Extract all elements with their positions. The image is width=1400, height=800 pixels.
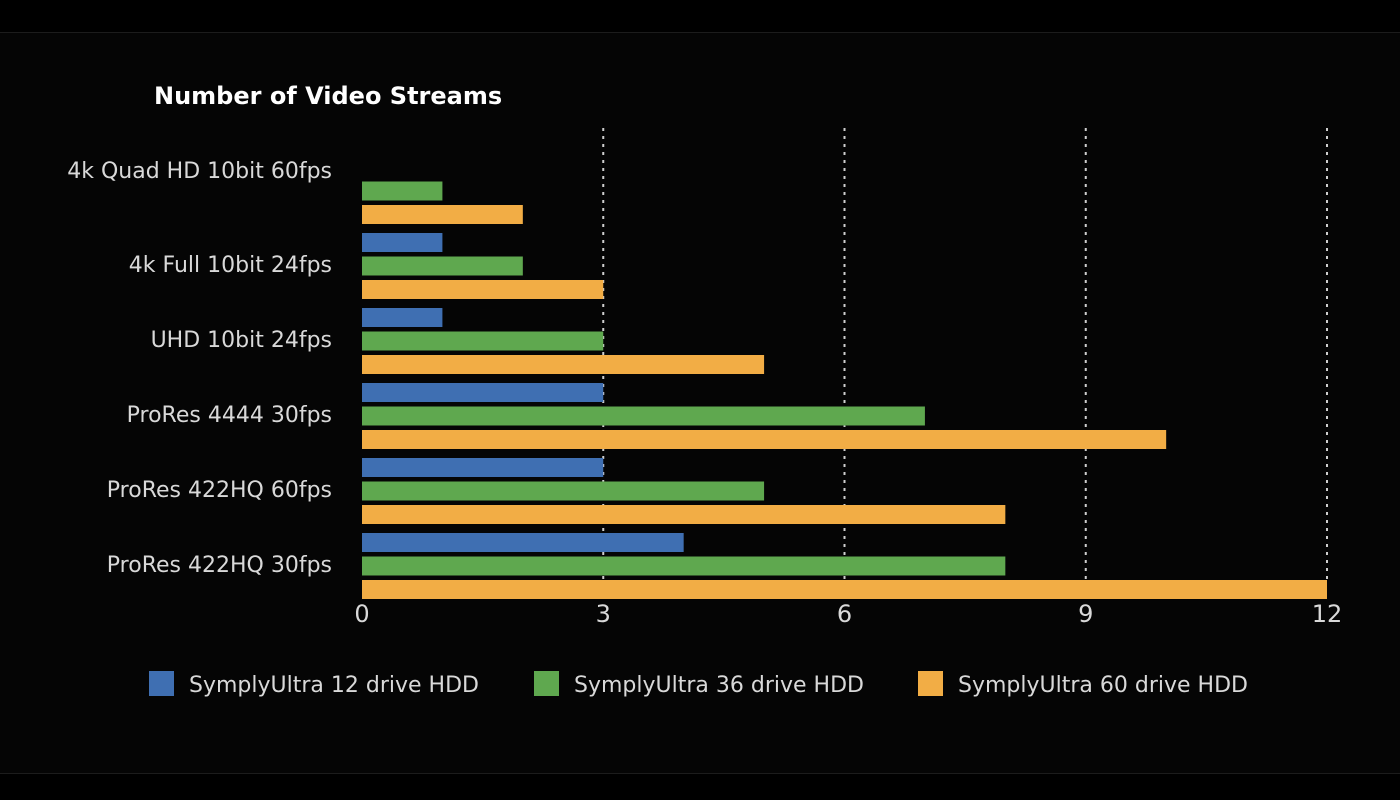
bar-1-cat-4 <box>362 383 604 402</box>
chart-panel <box>0 32 1400 774</box>
legend-swatch-2 <box>534 671 559 696</box>
legend-label-3: SymplyUltra 60 drive HDD <box>958 673 1248 698</box>
bar-2-cat-6 <box>362 556 1006 576</box>
bar-3-cat-6 <box>362 580 1327 599</box>
bar-2-cat-4 <box>362 406 925 426</box>
x-tick-label: 9 <box>1078 600 1093 628</box>
bar-3-cat-2 <box>362 280 604 299</box>
bar-2-cat-1 <box>362 181 443 201</box>
x-tick-label: 3 <box>596 600 611 628</box>
x-tick-label: 6 <box>837 600 852 628</box>
bar-3-cat-3 <box>362 355 765 374</box>
category-labels: 4k Quad HD 10bit 60fps 4k Full 10bit 24fp… <box>67 159 332 578</box>
category-label: ProRes 422HQ 60fps <box>107 478 332 503</box>
bar-3-cat-5 <box>362 505 1006 524</box>
bar-1-cat-3 <box>362 308 443 327</box>
legend-swatch-1 <box>149 671 174 696</box>
legend: SymplyUltra 12 drive HDD SymplyUltra 36 d… <box>149 671 1248 698</box>
category-label: 4k Full 10bit 24fps <box>129 253 332 278</box>
bar-3-cat-1 <box>362 205 523 224</box>
bar-1-cat-6 <box>362 533 684 552</box>
bar-2-cat-5 <box>362 481 765 501</box>
bar-1-cat-5 <box>362 458 604 477</box>
x-tick-label: 0 <box>354 600 369 628</box>
legend-swatch-3 <box>918 671 943 696</box>
category-label: ProRes 4444 30fps <box>127 403 332 428</box>
category-label: ProRes 422HQ 30fps <box>107 553 332 578</box>
legend-label-1: SymplyUltra 12 drive HDD <box>189 673 479 698</box>
bar-1-cat-2 <box>362 233 443 252</box>
category-label: UHD 10bit 24fps <box>151 328 332 353</box>
bars <box>362 181 1327 599</box>
bar-3-cat-4 <box>362 430 1167 449</box>
x-axis-ticks: 0 3 6 9 12 <box>354 600 1342 628</box>
bar-2-cat-3 <box>362 331 604 351</box>
bar-2-cat-2 <box>362 256 523 276</box>
x-tick-label: 12 <box>1312 600 1343 628</box>
category-label: 4k Quad HD 10bit 60fps <box>67 159 332 184</box>
legend-label-2: SymplyUltra 36 drive HDD <box>574 673 864 698</box>
chart-title: Number of Video Streams <box>154 82 502 110</box>
gridlines <box>602 128 1328 580</box>
